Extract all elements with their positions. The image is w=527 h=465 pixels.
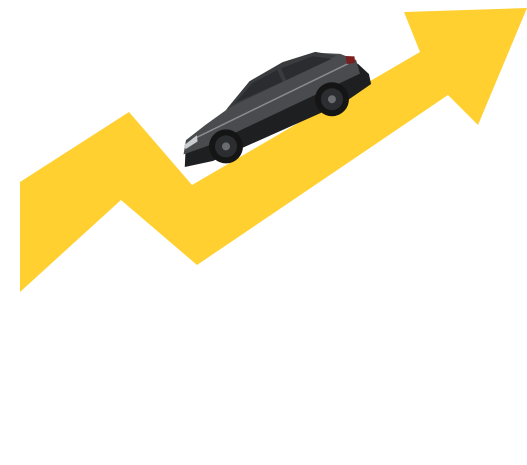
- upward-zigzag-arrow-icon: [20, 8, 527, 292]
- suv-car-icon: [183, 51, 372, 167]
